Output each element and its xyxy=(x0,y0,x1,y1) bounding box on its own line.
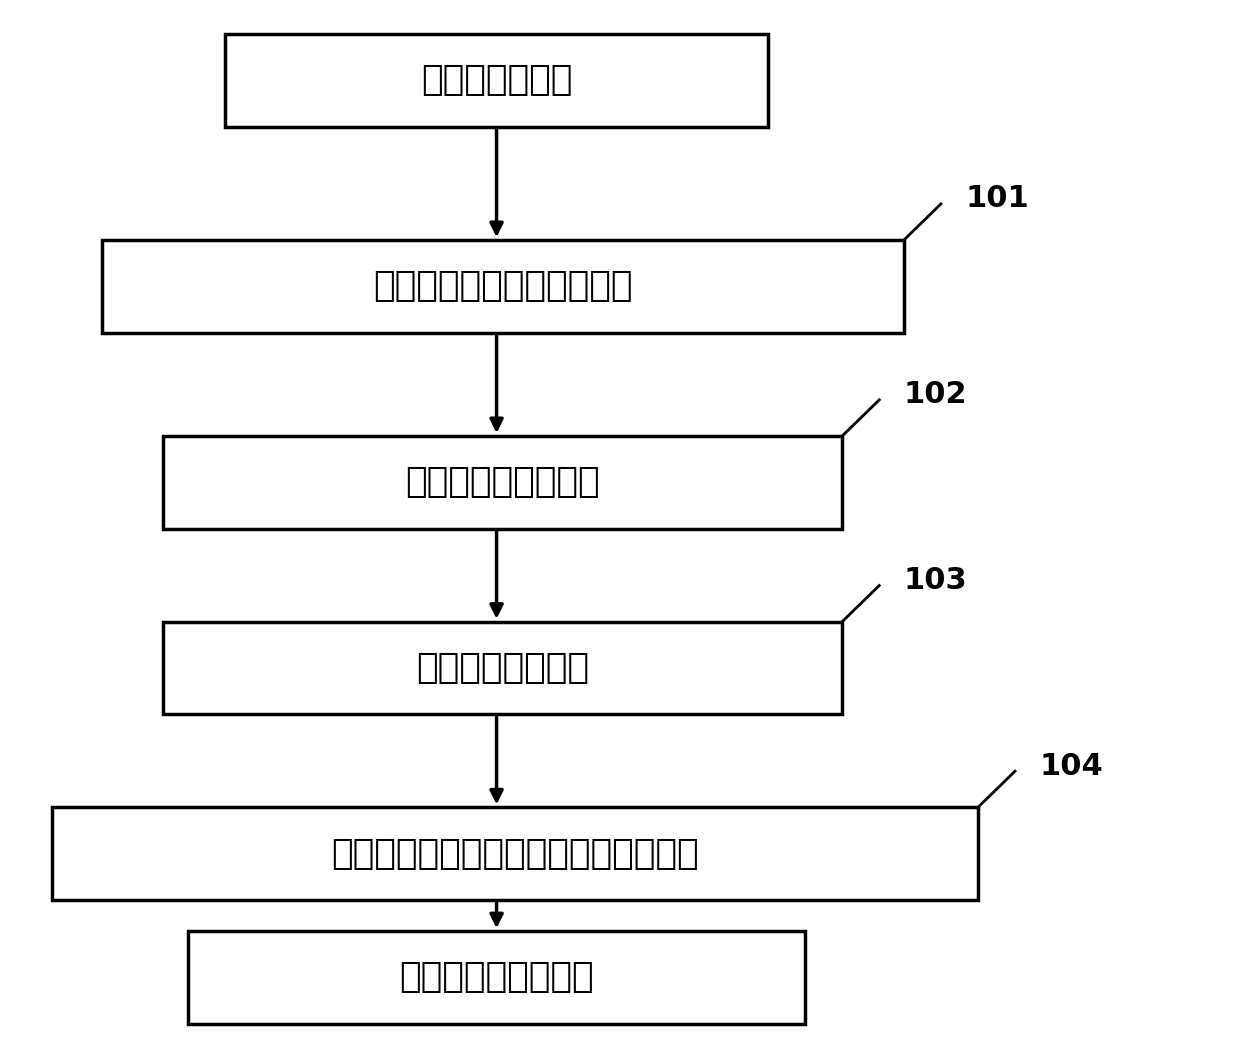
Text: 构建瞬时三分量协方差矩阵: 构建瞬时三分量协方差矩阵 xyxy=(373,270,632,304)
Text: 101: 101 xyxy=(966,185,1029,214)
FancyBboxPatch shape xyxy=(224,34,768,127)
Text: 将目标梯度函数与给定门槛值进行比较: 将目标梯度函数与给定门槛值进行比较 xyxy=(331,837,699,871)
Text: 102: 102 xyxy=(904,381,967,410)
Text: 构建目标梯度函数: 构建目标梯度函数 xyxy=(417,651,589,685)
FancyBboxPatch shape xyxy=(102,240,904,333)
FancyBboxPatch shape xyxy=(52,807,978,900)
Text: 103: 103 xyxy=(904,566,967,595)
Text: 原始三分量数据: 原始三分量数据 xyxy=(420,63,572,97)
FancyBboxPatch shape xyxy=(188,931,805,1024)
Text: 微地震事件初至识别: 微地震事件初至识别 xyxy=(399,960,594,994)
Text: 构建瞬时偏振度函数: 构建瞬时偏振度函数 xyxy=(405,466,600,500)
Text: 104: 104 xyxy=(1039,752,1104,781)
FancyBboxPatch shape xyxy=(164,621,842,714)
FancyBboxPatch shape xyxy=(164,436,842,529)
